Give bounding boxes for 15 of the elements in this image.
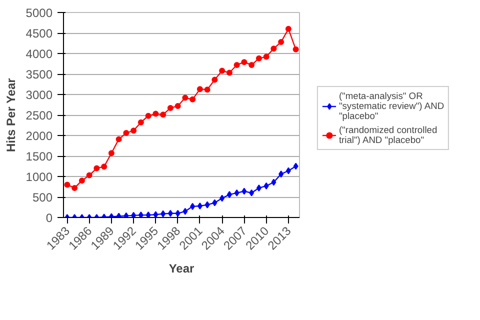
y-tick-label: 2000 — [26, 129, 53, 143]
y-tick-label: 2500 — [26, 108, 53, 122]
legend-label: ("randomized controlled trial") AND "placebo" — [338, 125, 438, 145]
y-tick-label: 1500 — [26, 150, 53, 164]
legend-label: ("meta-analysis" OR "systematic review") AND "placebo" — [338, 91, 444, 121]
y-tick-label: 5000 — [26, 6, 53, 20]
y-tick-label: 500 — [32, 190, 53, 204]
y-tick-label: 3000 — [26, 88, 53, 102]
y-tick-label: 0 — [46, 211, 53, 225]
y-tick-label: 1000 — [26, 170, 53, 184]
y-tick-label: 4000 — [26, 47, 53, 61]
y-tick-label: 4500 — [26, 26, 53, 40]
y-tick-label: 3500 — [26, 68, 53, 82]
x-axis-title: Year — [168, 262, 195, 276]
y-axis-title: Hits Per Year — [4, 78, 18, 152]
